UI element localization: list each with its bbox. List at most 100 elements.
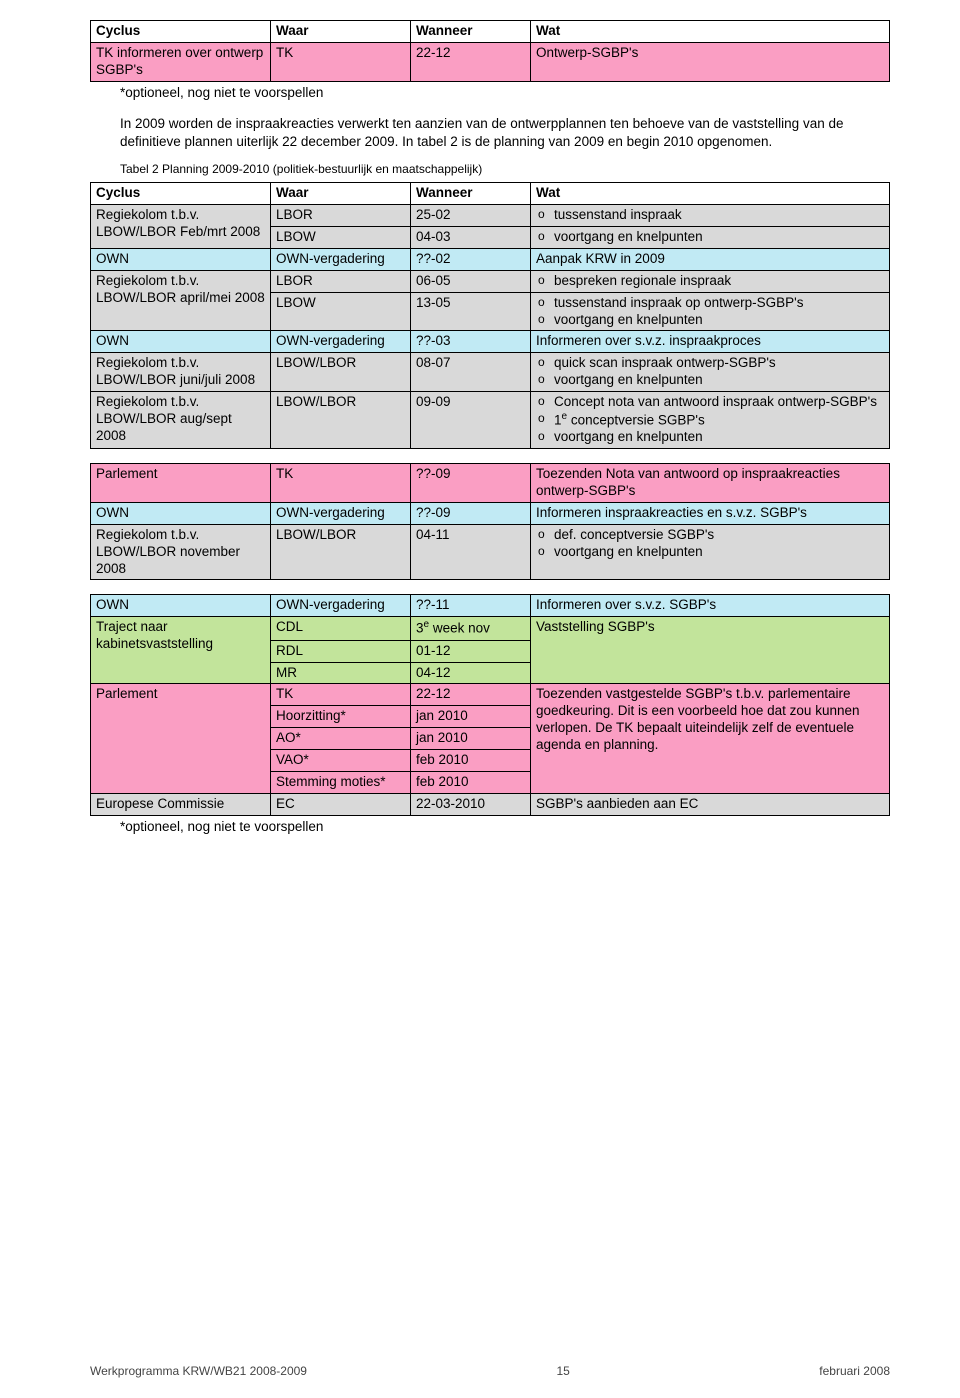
table-cell: Regiekolom t.b.v. LBOW/LBOR april/mei 20… [91, 270, 271, 331]
table-cell: 13-05 [411, 292, 531, 331]
table2-th-1: Waar [271, 183, 411, 205]
list-item: voortgang en knelpunten [536, 229, 884, 246]
table2-th-3: Wat [531, 183, 890, 205]
table-row: Regiekolom t.b.v. LBOW/LBOR aug/sept 200… [91, 392, 890, 449]
table-cell: OWN-vergadering [271, 331, 411, 353]
table-cell: SGBP's aanbieden aan EC [531, 793, 890, 815]
note-after-table2: *optioneel, nog niet te voorspellen [120, 818, 890, 836]
table-cell: 04-03 [411, 227, 531, 249]
footer-right: februari 2008 [819, 1364, 890, 1378]
table-cell: ??-09 [411, 502, 531, 524]
table-row: Regiekolom t.b.v. LBOW/LBOR Feb/mrt 2008… [91, 205, 890, 227]
table-cell: TK informeren over ontwerp SGBP's [91, 42, 271, 81]
table-cell: TK [271, 464, 411, 503]
table-cell: LBOW/LBOR [271, 353, 411, 392]
table1-th-2: Wanneer [411, 21, 531, 43]
table-cell: Regiekolom t.b.v. LBOW/LBOR november 200… [91, 524, 271, 580]
table-cell: Toezenden vastgestelde SGBP's t.b.v. par… [531, 684, 890, 793]
gap-row [91, 449, 890, 464]
table-cell: ??-02 [411, 248, 531, 270]
table-row: Traject naar kabinetsvaststellingCDL3e w… [91, 617, 890, 640]
table-cell: OWN [91, 248, 271, 270]
table1-th-3: Wat [531, 21, 890, 43]
list-item: def. conceptversie SGBP's [536, 527, 884, 544]
table-cell: 06-05 [411, 270, 531, 292]
table-cell: Europese Commissie [91, 793, 271, 815]
table-cell: VAO* [271, 750, 411, 772]
table-cell: OWN [91, 331, 271, 353]
table-cell: LBOW [271, 292, 411, 331]
table-row: Regiekolom t.b.v. LBOW/LBOR juni/juli 20… [91, 353, 890, 392]
table-cell: Regiekolom t.b.v. LBOW/LBOR aug/sept 200… [91, 392, 271, 449]
table-cell: ??-11 [411, 595, 531, 617]
table-cell: ??-03 [411, 331, 531, 353]
table-cell: Regiekolom t.b.v. LBOW/LBOR juni/juli 20… [91, 353, 271, 392]
footer-left: Werkprogramma KRW/WB21 2008-2009 [90, 1364, 307, 1378]
table-cell: 3e week nov [411, 617, 531, 640]
list-item: tussenstand inspraak op ontwerp-SGBP's [536, 295, 884, 312]
table-cell: Aanpak KRW in 2009 [531, 248, 890, 270]
table-cell: Toezenden Nota van antwoord op inspraakr… [531, 464, 890, 503]
list-item: voortgang en knelpunten [536, 312, 884, 329]
table-cell: Informeren over s.v.z. SGBP's [531, 595, 890, 617]
paragraph-intro: In 2009 worden de inspraakreacties verwe… [120, 115, 890, 150]
table-cell: bespreken regionale inspraak [531, 270, 890, 292]
table-cell: 22-03-2010 [411, 793, 531, 815]
table-cell: feb 2010 [411, 771, 531, 793]
list-item: Concept nota van antwoord inspraak ontwe… [536, 394, 884, 411]
table2: Cyclus Waar Wanneer Wat Regiekolom t.b.v… [90, 182, 890, 815]
table-row: ParlementTK22-12Toezenden vastgestelde S… [91, 684, 890, 706]
table-cell: Concept nota van antwoord inspraak ontwe… [531, 392, 890, 449]
list-item: 1e conceptversie SGBP's [536, 411, 884, 429]
table-cell: voortgang en knelpunten [531, 227, 890, 249]
list-item: quick scan inspraak ontwerp-SGBP's [536, 355, 884, 372]
table-cell: EC [271, 793, 411, 815]
footer-center: 15 [556, 1364, 569, 1378]
table-cell: Informeren over s.v.z. inspraakproces [531, 331, 890, 353]
table-cell: LBOW/LBOR [271, 392, 411, 449]
table-cell: Ontwerp-SGBP's [531, 42, 890, 81]
table-row: OWNOWN-vergadering??-03Informeren over s… [91, 331, 890, 353]
table-cell: OWN-vergadering [271, 248, 411, 270]
table-cell: CDL [271, 617, 411, 640]
table-cell: ??-09 [411, 464, 531, 503]
table-cell: OWN [91, 595, 271, 617]
list-item: tussenstand inspraak [536, 207, 884, 224]
table-cell: 04-12 [411, 662, 531, 684]
table-cell: OWN-vergadering [271, 595, 411, 617]
table-cell: Hoorzitting* [271, 706, 411, 728]
table-cell: 01-12 [411, 640, 531, 662]
table-cell: Parlement [91, 684, 271, 793]
table-cell: quick scan inspraak ontwerp-SGBP'svoortg… [531, 353, 890, 392]
list-item: voortgang en knelpunten [536, 544, 884, 561]
page-footer: Werkprogramma KRW/WB21 2008-2009 15 febr… [90, 1364, 890, 1378]
table2-th-0: Cyclus [91, 183, 271, 205]
table-cell: OWN [91, 502, 271, 524]
table-row: Regiekolom t.b.v. LBOW/LBOR april/mei 20… [91, 270, 890, 292]
table-cell: AO* [271, 728, 411, 750]
table-row: Europese CommissieEC22-03-2010SGBP's aan… [91, 793, 890, 815]
table-row: ParlementTK??-09Toezenden Nota van antwo… [91, 464, 890, 503]
table1-th-0: Cyclus [91, 21, 271, 43]
table-cell: Informeren inspraakreacties en s.v.z. SG… [531, 502, 890, 524]
table-cell: feb 2010 [411, 750, 531, 772]
table2-header: Cyclus Waar Wanneer Wat [91, 183, 890, 205]
table-cell: def. conceptversie SGBP'svoortgang en kn… [531, 524, 890, 580]
table-cell: tussenstand inspraak [531, 205, 890, 227]
table-cell: jan 2010 [411, 728, 531, 750]
list-item: bespreken regionale inspraak [536, 273, 884, 290]
table-cell: Stemming moties* [271, 771, 411, 793]
table-cell: Vaststelling SGBP's [531, 617, 890, 684]
table-cell: LBOW/LBOR [271, 524, 411, 580]
table-cell: 22-12 [411, 42, 531, 81]
table-row: OWNOWN-vergadering??-09Informeren inspra… [91, 502, 890, 524]
table-cell: 08-07 [411, 353, 531, 392]
table-cell: Traject naar kabinetsvaststelling [91, 617, 271, 684]
table-row: TK informeren over ontwerp SGBP'sTK22-12… [91, 42, 890, 81]
table-row: OWNOWN-vergadering??-11Informeren over s… [91, 595, 890, 617]
table2-th-2: Wanneer [411, 183, 531, 205]
gap-row [91, 580, 890, 595]
table-row: OWNOWN-vergadering??-02Aanpak KRW in 200… [91, 248, 890, 270]
table1-header: Cyclus Waar Wanneer Wat [91, 21, 890, 43]
table-cell: TK [271, 684, 411, 706]
